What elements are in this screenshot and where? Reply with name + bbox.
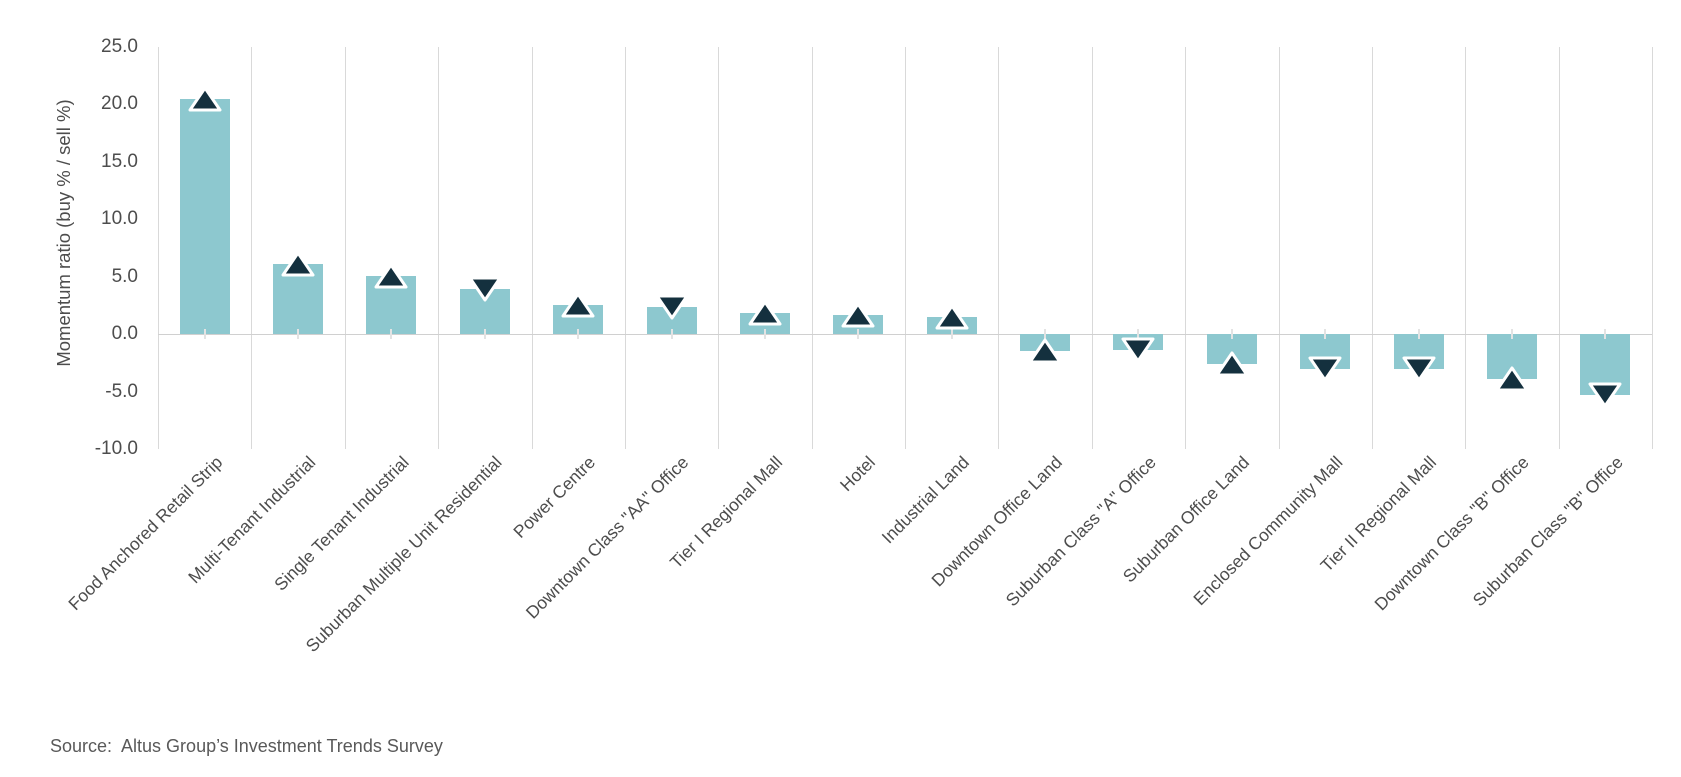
marker-up-icon [1494,365,1530,398]
category-axis-tick [297,329,300,340]
source-note: Source: Altus Group’s Investment Trends … [50,736,443,756]
y-axis-tick-label: 15.0 [101,150,138,172]
vertical-gridline [531,47,533,449]
marker-down-icon [1401,355,1437,388]
x-axis-label-text: Downtown Class "B" Office [1370,452,1534,615]
category-axis-tick [857,329,860,340]
category-axis-tick [390,329,393,340]
category-axis-tick [670,329,673,340]
category-axis-tick [1230,329,1233,340]
vertical-gridline [251,47,253,449]
vertical-gridline [905,47,906,449]
x-axis-label-text: Suburban Multiple Unit Residential [301,452,506,656]
marker-down-icon [654,293,690,326]
category-axis-tick [1137,329,1140,340]
vertical-gridline [1091,47,1093,449]
category-axis-tick [1604,329,1607,340]
category-axis-tick [1510,329,1513,340]
vertical-gridline [438,47,440,449]
y-axis-tick-label: 20.0 [101,93,138,115]
vertical-gridline [998,47,1000,449]
x-axis-label-text: Suburban Class "A" Office [1001,452,1160,611]
category-axis-tick [1417,329,1420,340]
marker-up-icon [187,85,223,118]
category-axis-tick [483,329,486,340]
x-axis-label-text: Enclosed Community Mall [1189,452,1347,610]
marker-up-icon [1214,350,1250,383]
y-axis-tick-label: 10.0 [101,208,138,230]
marker-down-icon [467,275,503,308]
marker-up-icon [840,301,876,334]
vertical-gridline [624,47,626,449]
category-axis-tick [203,329,206,340]
category-axis-tick [1324,329,1327,340]
marker-up-icon [373,262,409,295]
marker-up-icon [934,303,970,336]
x-axis-label-text: Power Centre [509,452,600,542]
vertical-gridline [1185,47,1187,449]
marker-up-icon [747,299,783,332]
vertical-gridline [811,47,813,449]
vertical-gridline [344,47,346,449]
y-axis-tick-label: -10.0 [94,438,138,459]
vertical-gridline [718,47,720,449]
category-axis-tick [577,329,580,340]
y-axis-tick-label: 5.0 [111,265,138,287]
vertical-gridline [1465,47,1467,449]
category-axis-tick [950,329,953,340]
vertical-gridline [1558,47,1560,449]
x-axis-label-text: Hotel [836,452,880,496]
marker-up-icon [280,250,316,283]
y-axis-tick-label: 0.0 [111,323,138,345]
x-axis-label-text: Suburban Class "B" Office [1468,452,1627,611]
y-axis-tick-label: 25.0 [101,36,138,57]
vertical-gridline [1371,47,1373,449]
vertical-gridline [1278,47,1280,449]
marker-down-icon [1307,355,1343,388]
marker-down-icon [1120,336,1156,369]
marker-up-icon [560,291,596,324]
x-axis-label-text: Industrial Land [877,452,973,548]
marker-up-icon [1027,337,1063,370]
marker-down-icon [1587,381,1623,414]
x-axis-label-text: Downtown Class "AA" Office [522,452,693,623]
vertical-gridline [1652,47,1653,449]
vertical-gridline [158,47,159,449]
x-axis-label-text: Food Anchored Retail Strip [63,452,226,615]
bar [179,98,230,335]
category-axis-tick [1044,329,1047,340]
category-axis-tick [763,329,766,340]
zero-baseline [158,334,1652,336]
y-axis-tick-label: -5.0 [105,380,138,402]
